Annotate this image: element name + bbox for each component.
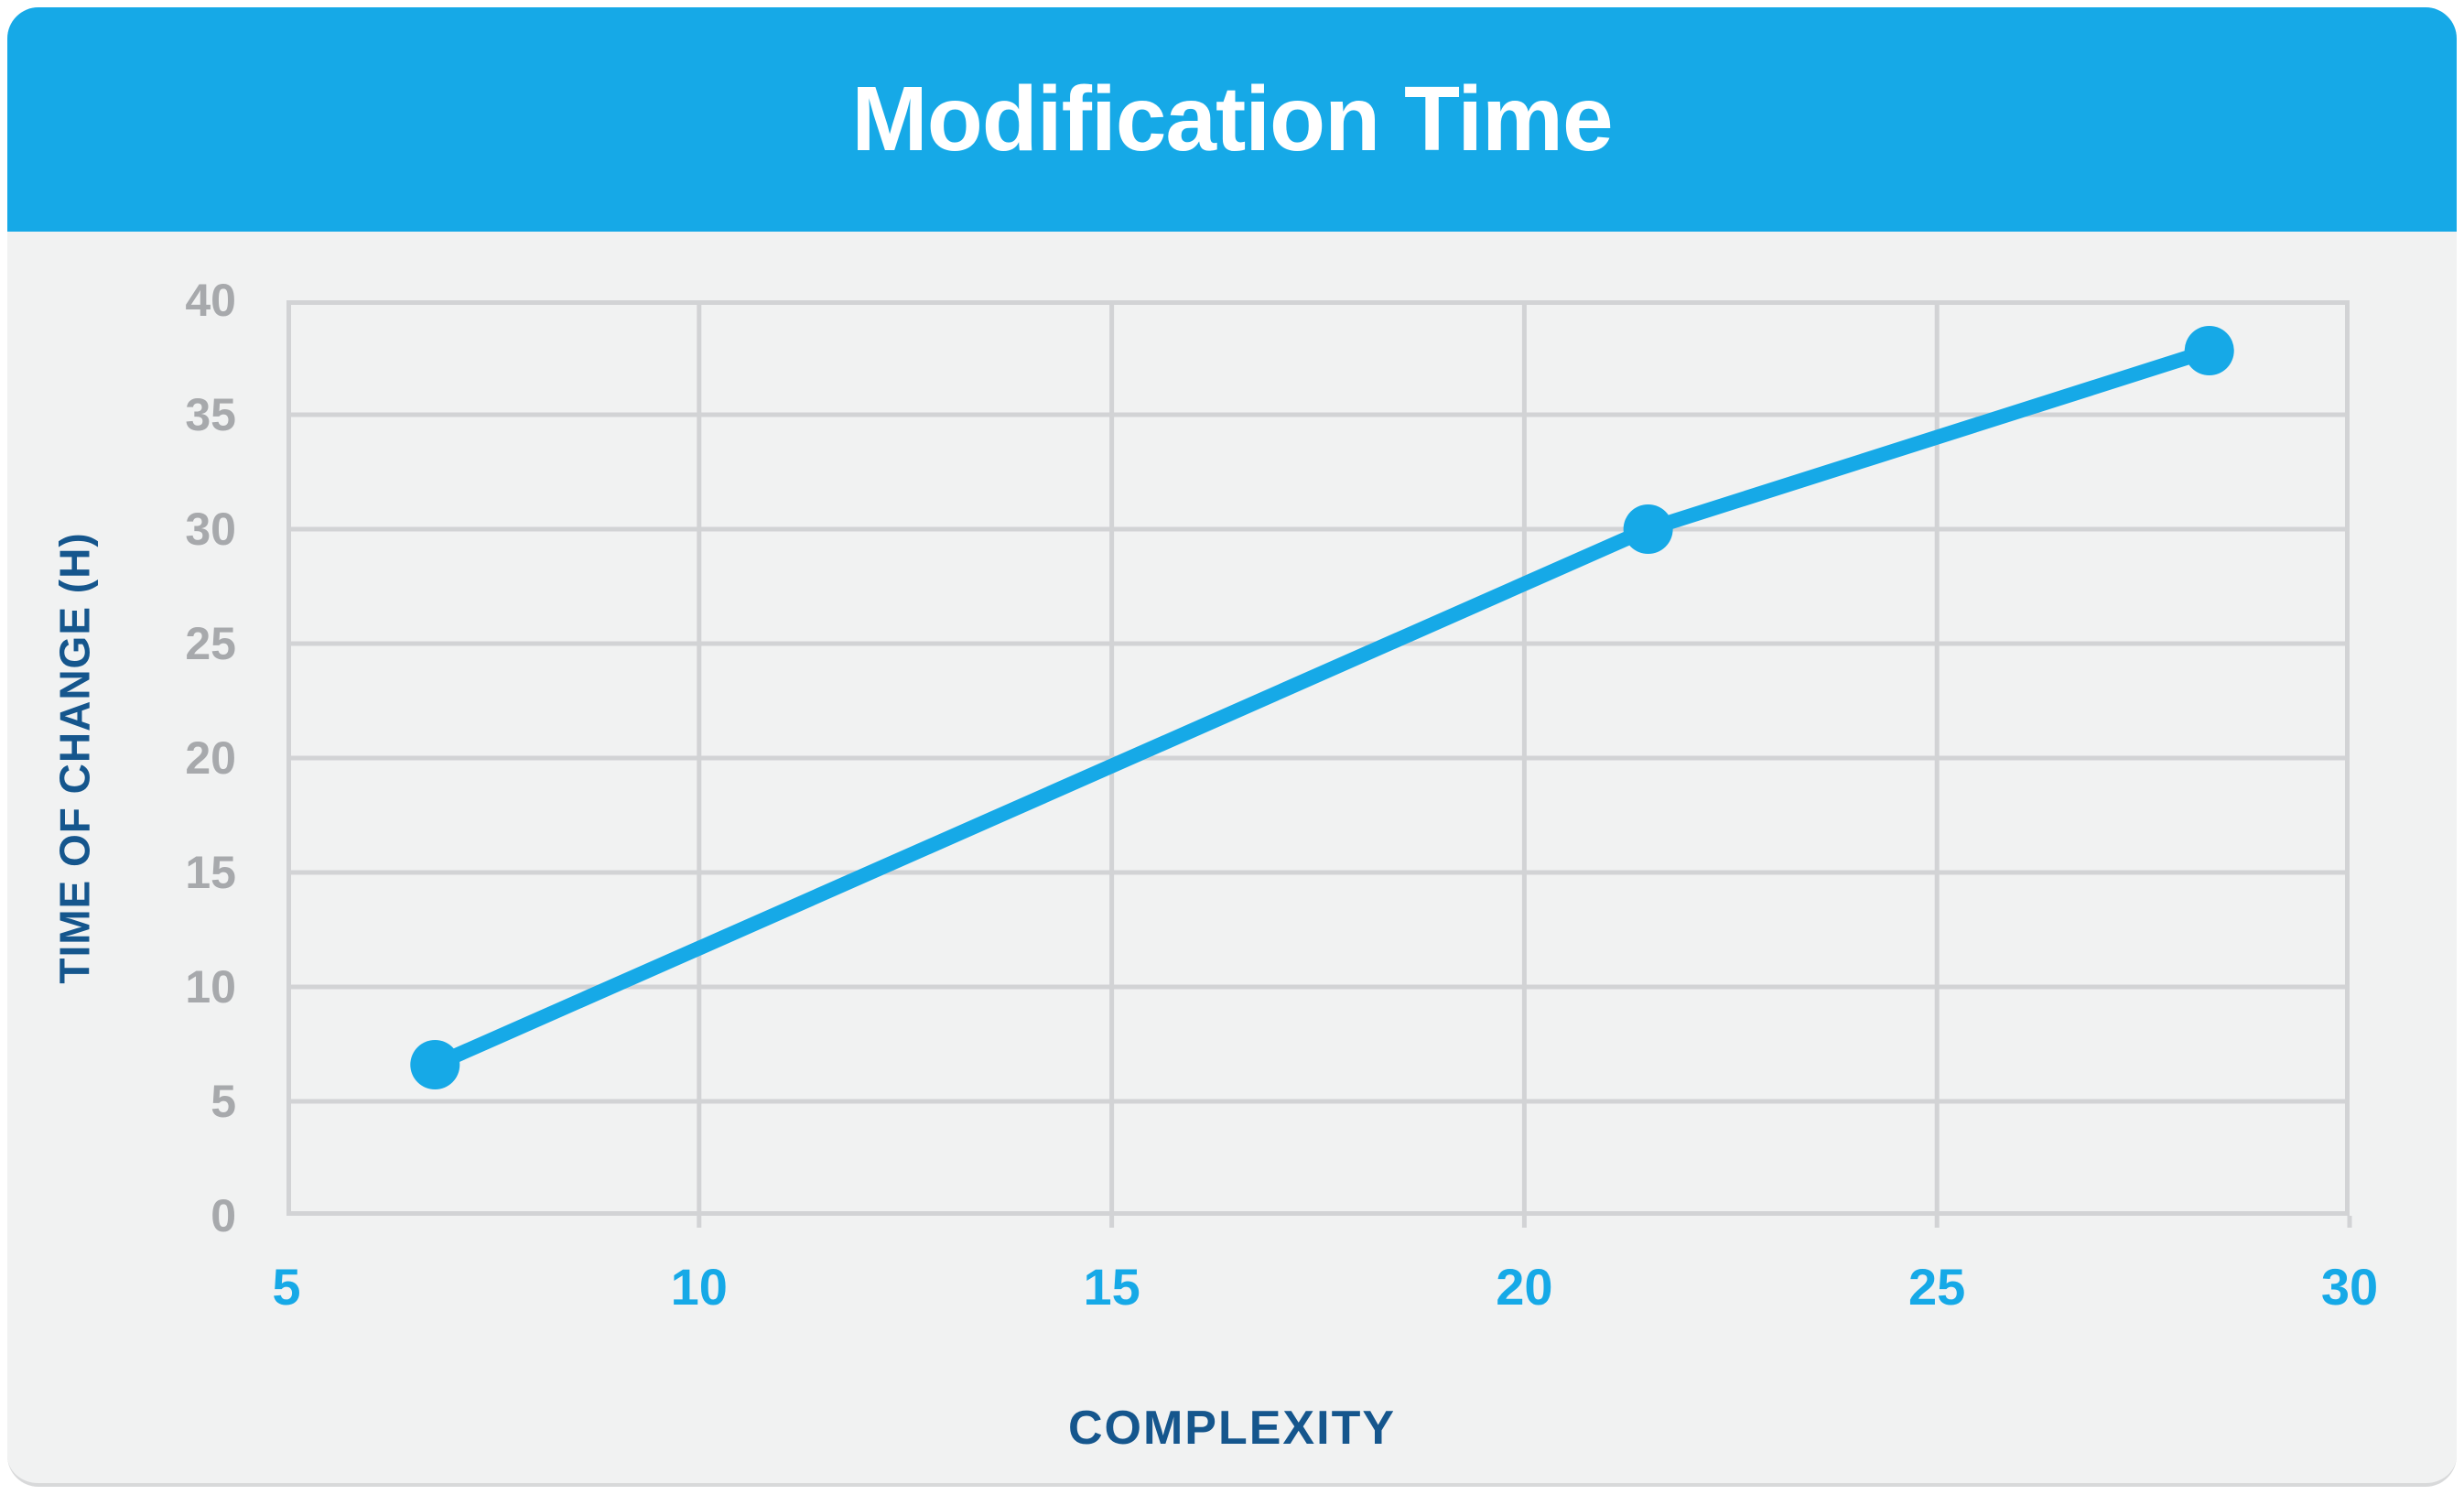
y-tick-label: 0 <box>211 1190 236 1241</box>
y-tick-label: 15 <box>185 847 236 898</box>
x-tick-label: 25 <box>1908 1258 1966 1316</box>
plot-area <box>286 300 2352 1228</box>
y-tick-labels: 0 5 10 15 20 25 30 35 40 <box>7 275 236 1241</box>
x-tick-label: 5 <box>272 1258 301 1316</box>
page-title: Modification Time <box>851 68 1613 170</box>
y-tick-label: 10 <box>185 961 236 1013</box>
x-tick-label: 15 <box>1083 1258 1140 1316</box>
x-tick-label: 10 <box>670 1258 728 1316</box>
x-tick-label: 30 <box>2320 1258 2379 1316</box>
y-tick-label: 40 <box>185 275 236 326</box>
y-tick-label: 25 <box>185 618 236 669</box>
y-tick-label: 5 <box>211 1076 236 1127</box>
x-axis-title: COMPLEXITY <box>1067 1402 1397 1455</box>
data-point-marker <box>1623 504 1673 554</box>
y-tick-label: 20 <box>185 732 236 784</box>
y-tick-label: 35 <box>185 389 236 440</box>
plot-border <box>286 300 2350 1216</box>
data-point-marker <box>2184 326 2234 375</box>
chart-header: Modification Time <box>7 7 2457 232</box>
x-tick-labels: 5 10 15 20 25 30 <box>272 1258 2378 1322</box>
y-tick-label: 30 <box>185 504 236 555</box>
line-chart-svg <box>286 300 2352 1228</box>
x-tick-label: 20 <box>1496 1258 1553 1316</box>
data-point-marker <box>410 1040 460 1089</box>
